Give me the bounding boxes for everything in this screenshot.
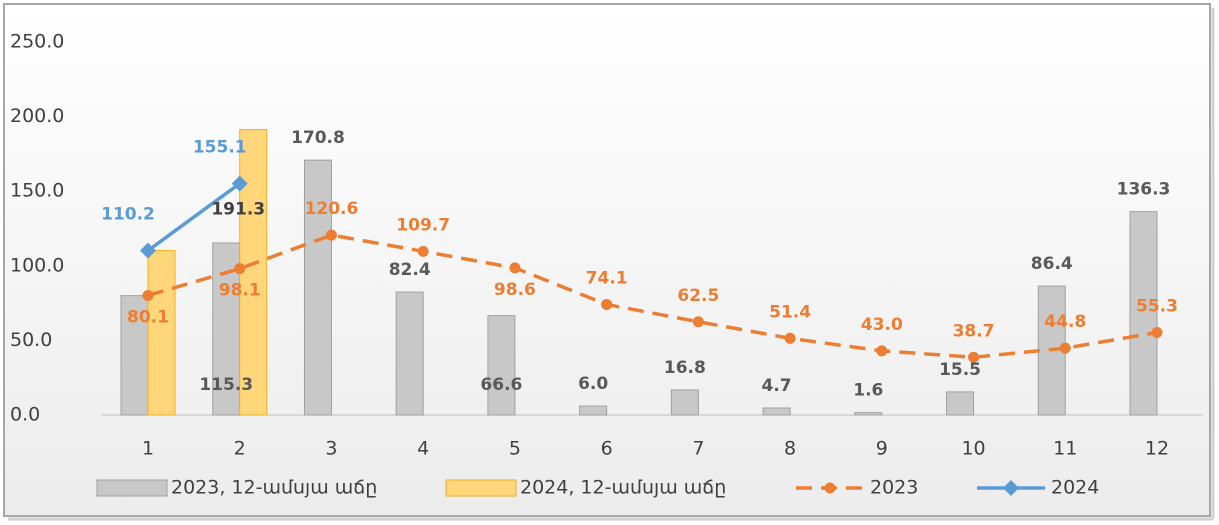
- point: [234, 263, 246, 275]
- data-label: 136.3: [1117, 180, 1171, 200]
- data-label: 15.5: [939, 360, 981, 380]
- y-tick-label: 0.0: [10, 404, 40, 426]
- x-tick-label: 4: [417, 438, 429, 460]
- bar: [670, 389, 699, 416]
- bar: [487, 315, 516, 416]
- legend-label: 2024, 12-ամսյա աճը: [520, 477, 726, 499]
- x-tick-label: 9: [876, 438, 888, 460]
- bar: [303, 159, 332, 416]
- legend-swatch: [96, 479, 168, 497]
- y-tick-label: 100.0: [10, 254, 64, 276]
- bar: [579, 405, 608, 416]
- data-label: 62.5: [677, 286, 719, 306]
- point: [509, 262, 521, 274]
- x-tick-label: 6: [601, 438, 613, 460]
- bar: [395, 291, 424, 416]
- point: [876, 345, 888, 357]
- line: [146, 182, 241, 252]
- point: [325, 229, 337, 241]
- data-label: 44.8: [1044, 312, 1086, 332]
- point: [1059, 342, 1071, 354]
- bar: [854, 412, 883, 416]
- data-label: 98.1: [219, 281, 261, 301]
- data-label: 55.3: [1136, 296, 1178, 316]
- data-label: 6.0: [578, 374, 608, 394]
- line: [147, 233, 1158, 360]
- data-label: 120.6: [305, 199, 359, 219]
- x-tick-label: 8: [784, 438, 796, 460]
- legend-swatch: [824, 482, 836, 494]
- legend-label: 2023: [870, 477, 918, 499]
- data-label: 110.2: [101, 205, 155, 225]
- bar: [147, 250, 176, 416]
- bar: [946, 391, 975, 416]
- bar: [1129, 211, 1158, 416]
- point: [142, 289, 154, 301]
- chart-frame: [3, 3, 1211, 517]
- y-tick-label: 200.0: [10, 105, 64, 127]
- data-label: 191.3: [211, 200, 265, 220]
- legend-label: 2023, 12-ամսյա աճը: [171, 477, 377, 499]
- data-label: 80.1: [127, 307, 169, 327]
- point: [968, 351, 980, 363]
- point: [417, 245, 429, 257]
- point: [784, 332, 796, 344]
- data-label: 66.6: [480, 375, 522, 395]
- y-tick-label: 250.0: [10, 31, 64, 53]
- legend-swatch: [1003, 480, 1019, 496]
- bar: [239, 129, 268, 416]
- data-label: 109.7: [396, 215, 450, 235]
- data-label: 4.7: [762, 376, 792, 396]
- bar: [120, 295, 149, 416]
- legend-label: 2024: [1051, 477, 1099, 499]
- x-tick-label: 12: [1145, 438, 1169, 460]
- data-label: 16.8: [664, 358, 706, 378]
- legend-swatch: [445, 479, 517, 497]
- x-tick-label: 7: [692, 438, 704, 460]
- data-label: 115.3: [199, 375, 253, 395]
- data-label: 86.4: [1031, 254, 1073, 274]
- data-label: 38.7: [953, 321, 995, 341]
- x-tick-label: 11: [1053, 438, 1077, 460]
- point: [1151, 326, 1163, 338]
- data-label: 155.1: [193, 138, 247, 158]
- data-label: 43.0: [861, 315, 903, 335]
- x-tick-label: 1: [142, 438, 154, 460]
- y-tick-label: 150.0: [10, 180, 64, 202]
- x-tick-label: 3: [325, 438, 337, 460]
- data-label: 51.4: [769, 302, 811, 322]
- data-label: 170.8: [291, 128, 345, 148]
- x-tick-label: 10: [961, 438, 985, 460]
- point: [601, 298, 613, 310]
- data-label: 74.1: [586, 268, 628, 288]
- data-label: 98.6: [494, 280, 536, 300]
- y-tick-label: 50.0: [10, 329, 52, 351]
- point: [140, 242, 156, 259]
- data-label: 82.4: [389, 260, 431, 280]
- data-label: 1.6: [853, 381, 883, 401]
- bar: [762, 407, 791, 416]
- point: [692, 316, 704, 328]
- x-tick-label: 2: [234, 438, 246, 460]
- x-tick-label: 5: [509, 438, 521, 460]
- point: [231, 175, 248, 192]
